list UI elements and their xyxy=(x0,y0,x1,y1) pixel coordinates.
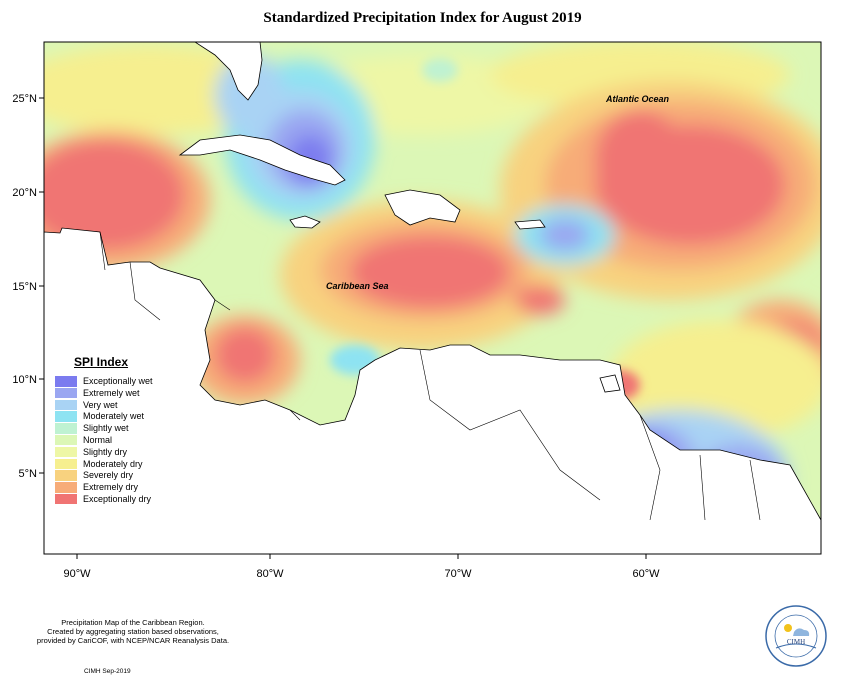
caribbean-sea-label: Caribbean Sea xyxy=(326,281,389,291)
legend-label: Exceptionally dry xyxy=(83,493,152,504)
lat-tick-15n: 15°N xyxy=(12,281,37,293)
legend-swatch xyxy=(55,482,77,493)
atlantic-ocean-label: Atlantic Ocean xyxy=(605,94,670,104)
legend-label: Very wet xyxy=(83,399,118,410)
spi-field xyxy=(44,42,821,554)
lat-tick-5n: 5°N xyxy=(19,468,38,480)
footer-line: provided by CariCOF, with NCEP/NCAR Rean… xyxy=(36,636,230,645)
legend-swatch xyxy=(55,434,77,446)
legend-label: Moderately dry xyxy=(83,458,143,469)
longitude-axis: 90°W 80°W 70°W 60°W xyxy=(63,554,660,580)
legend-swatch xyxy=(55,470,77,481)
legend-swatch xyxy=(55,411,77,422)
legend-label: Slightly dry xyxy=(83,446,128,457)
land-masses xyxy=(44,42,821,554)
legend-swatch xyxy=(55,446,77,458)
logo-text: CIMH xyxy=(787,638,805,646)
legend-swatch xyxy=(55,399,77,411)
legend-label: Extremely wet xyxy=(83,387,140,398)
legend-label: Normal xyxy=(83,434,113,445)
map-frame xyxy=(43,41,822,555)
lon-tick-80w: 80°W xyxy=(256,568,284,580)
legend-title: SPI Index xyxy=(74,355,129,369)
legend-label: Slightly wet xyxy=(83,423,129,434)
lon-tick-70w: 70°W xyxy=(444,568,472,580)
map-title: Standardized Precipitation Index for Aug… xyxy=(263,10,582,26)
legend-label: Moderately wet xyxy=(83,411,145,422)
latitude-axis: 25°N 20°N 15°N 10°N 5°N xyxy=(12,93,44,480)
footer-line: Created by aggregating station based obs… xyxy=(47,627,219,636)
legend-swatch xyxy=(55,376,77,387)
legend-label: Exceptionally wet xyxy=(83,376,153,386)
legend-swatch xyxy=(55,458,77,470)
legend-label: Extremely dry xyxy=(83,482,139,493)
legend-label: Severely dry xyxy=(83,470,134,481)
lat-tick-10n: 10°N xyxy=(12,374,37,386)
legend-swatch xyxy=(55,423,77,434)
legend-swatch xyxy=(55,493,77,505)
footer-note: Precipitation Map of the Caribbean Regio… xyxy=(18,618,248,645)
footer-credit: CIMH Sep-2019 xyxy=(84,668,131,675)
legend-swatch xyxy=(55,387,77,399)
cimh-logo-icon: CIMH xyxy=(765,605,827,667)
lat-tick-25n: 25°N xyxy=(12,93,37,105)
lon-tick-60w: 60°W xyxy=(632,568,660,580)
lat-tick-20n: 20°N xyxy=(12,187,37,199)
footer-line: Precipitation Map of the Caribbean Regio… xyxy=(61,618,205,627)
lon-tick-90w: 90°W xyxy=(63,568,91,580)
